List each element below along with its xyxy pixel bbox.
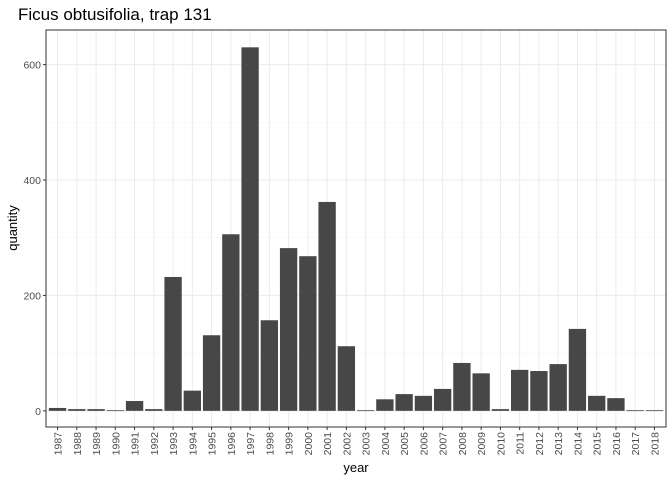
bar-2014 — [568, 328, 587, 411]
x-tick-label: 1997 — [245, 432, 257, 456]
x-tick-label: 1998 — [264, 432, 276, 456]
bar-2007 — [433, 388, 452, 411]
x-tick-label: 2018 — [649, 432, 661, 456]
bar-2017 — [626, 410, 644, 412]
x-tick-label: 2000 — [303, 432, 315, 456]
y-tick-label: 400 — [23, 175, 41, 187]
x-tick-label: 2011 — [515, 432, 527, 455]
x-tick-label: 2012 — [534, 432, 546, 456]
y-tick-label: 200 — [23, 290, 41, 302]
bar-1990 — [106, 410, 124, 412]
bar-2003 — [356, 410, 375, 412]
bar-1999 — [279, 248, 298, 411]
bar-1994 — [183, 390, 201, 411]
x-tick-label: 1993 — [168, 432, 180, 456]
x-tick-label: 1988 — [72, 432, 84, 456]
y-tick-label: 0 — [35, 406, 41, 418]
bar-2001 — [318, 201, 336, 411]
x-tick-label: 2007 — [438, 432, 450, 456]
bar-2018 — [645, 410, 664, 412]
bar-1988 — [68, 409, 86, 411]
x-axis-title: year — [343, 460, 369, 475]
x-tick-label: 2001 — [322, 432, 334, 456]
x-tick-label: 2004 — [380, 432, 392, 456]
x-tick-label: 2006 — [418, 432, 430, 456]
bar-2016 — [607, 398, 625, 411]
bar-2000 — [299, 256, 317, 411]
x-tick-label: 2015 — [592, 432, 604, 456]
x-tick-label: 1995 — [207, 432, 219, 456]
bar-2008 — [453, 362, 471, 411]
x-tick-label: 1990 — [110, 432, 122, 456]
x-tick-label: 1996 — [226, 432, 238, 456]
bar-1996 — [222, 234, 240, 411]
bar-2010 — [491, 409, 510, 411]
x-tick-label: 1994 — [187, 432, 199, 456]
bar-2009 — [472, 373, 490, 411]
bar-1991 — [125, 401, 144, 411]
bars — [48, 47, 664, 412]
x-tick-label: 1987 — [53, 432, 65, 456]
x-tick-label: 2009 — [476, 432, 488, 456]
bar-1995 — [202, 335, 221, 411]
x-tick-label: 2002 — [341, 432, 353, 456]
x-tick-label: 2005 — [399, 432, 411, 456]
x-tick-label: 2008 — [457, 432, 469, 456]
bar-2002 — [337, 346, 356, 411]
x-tick-label: 2013 — [553, 432, 565, 456]
x-tick-label: 2003 — [361, 432, 373, 456]
bar-1998 — [260, 320, 279, 411]
x-tick-label: 2017 — [630, 432, 642, 456]
bar-2011 — [511, 369, 529, 411]
bar-1992 — [145, 409, 163, 411]
y-axis: 0 200 400 600 — [23, 60, 46, 418]
x-tick-label: 1991 — [130, 432, 142, 456]
chart-title: Ficus obtusifolia, trap 131 — [18, 5, 212, 24]
bar-2006 — [414, 395, 433, 411]
bar-1987 — [48, 407, 67, 411]
x-axis: 1987 1988 1989 1990 1991 1992 1993 1994 1995 1996… — [53, 427, 661, 456]
bar-2012 — [530, 371, 548, 411]
bar-1997 — [241, 47, 259, 411]
x-tick-label: 1992 — [149, 432, 161, 456]
y-axis-title: quantity — [5, 205, 20, 251]
x-tick-label: 2014 — [572, 432, 584, 456]
x-tick-label: 2010 — [495, 432, 507, 456]
bar-2005 — [395, 394, 413, 411]
x-tick-label: 2016 — [611, 432, 623, 456]
bar-2013 — [549, 364, 567, 411]
y-tick-label: 600 — [23, 60, 41, 72]
x-tick-label: 1999 — [284, 432, 296, 456]
x-tick-label: 1989 — [91, 432, 103, 456]
bar-1989 — [87, 409, 105, 411]
plot-panel — [45, 29, 667, 428]
bar-2015 — [588, 395, 606, 411]
bar-1993 — [164, 276, 182, 411]
bar-2004 — [376, 399, 394, 411]
